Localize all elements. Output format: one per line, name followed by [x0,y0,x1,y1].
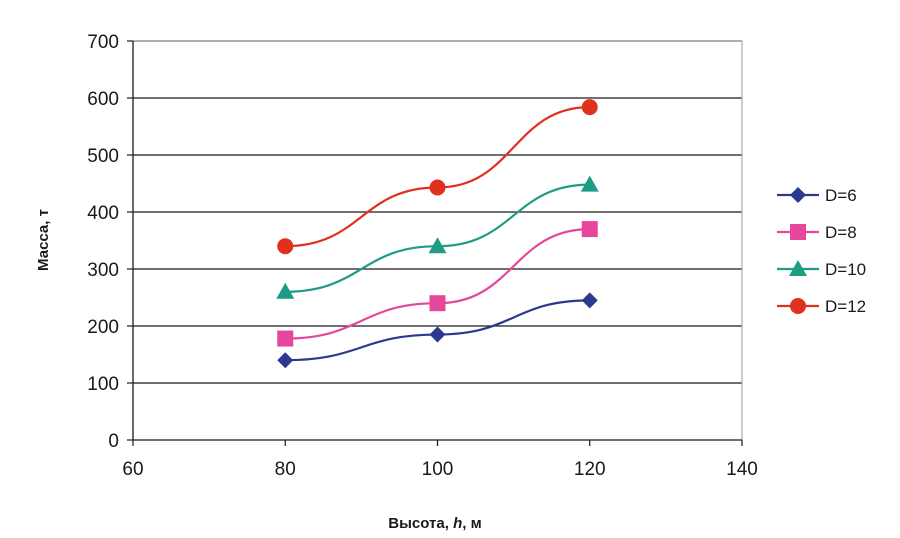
legend-item: D=10 [777,260,866,279]
x-tick-label: 120 [574,459,606,480]
legend-label: D=10 [825,260,866,279]
x-tick-label: 80 [275,459,296,480]
y-tick-label: 600 [87,89,119,110]
legend: D=6 D=8 D=10 D=12 [777,186,866,316]
x-axis-title: Высота, h, м [388,515,481,532]
y-tick-label: 100 [87,374,119,395]
x-tick-label: 60 [122,459,143,480]
series-D=10 [276,175,599,299]
y-axis-title: Масса, т [35,209,52,271]
data-point [276,282,295,299]
axes: 0 100 200 300 400 500 600 700 60 80 100 120 140 [87,32,758,480]
data-point [428,237,447,254]
legend-label: D=6 [825,186,857,205]
legend-marker [789,260,807,276]
data-point [581,99,598,116]
data-point [580,175,599,192]
data-point [581,221,598,238]
data-point [429,179,446,196]
y-tick-label: 0 [108,431,119,452]
x-axis-title-variable: h [453,515,462,532]
data-point [429,326,446,343]
legend-item: D=6 [777,186,857,205]
series [276,99,599,369]
legend-marker [790,298,806,314]
x-axis-title-prefix: Высота, [388,515,453,532]
data-point [277,238,294,255]
y-tick-label: 200 [87,317,119,338]
series-D=6 [277,292,598,369]
data-point [277,330,294,347]
data-point [429,295,446,312]
x-tick-label: 140 [726,459,758,480]
x-tick-label: 100 [422,459,454,480]
legend-item: D=12 [777,297,866,316]
series-line [285,106,590,248]
series-D=12 [277,99,598,255]
y-tick-label: 500 [87,146,119,167]
data-point [277,352,294,369]
legend-marker [790,187,806,203]
series-D=8 [277,221,598,347]
legend-label: D=8 [825,223,857,242]
y-tick-label: 700 [87,32,119,53]
data-point [581,292,598,309]
y-tick-label: 300 [87,260,119,281]
y-tick-label: 400 [87,203,119,224]
x-axis-title-suffix: , м [462,515,481,532]
legend-marker [790,224,806,240]
legend-item: D=8 [777,223,857,242]
legend-label: D=12 [825,297,866,316]
